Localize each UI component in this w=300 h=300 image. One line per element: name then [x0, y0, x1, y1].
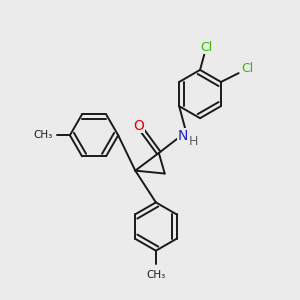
Text: CH₃: CH₃	[146, 270, 166, 280]
Text: Cl: Cl	[241, 62, 254, 75]
Text: O: O	[134, 118, 145, 133]
Text: N: N	[178, 129, 188, 143]
Text: CH₃: CH₃	[33, 130, 52, 140]
Text: H: H	[189, 135, 198, 148]
Text: Cl: Cl	[200, 41, 212, 54]
